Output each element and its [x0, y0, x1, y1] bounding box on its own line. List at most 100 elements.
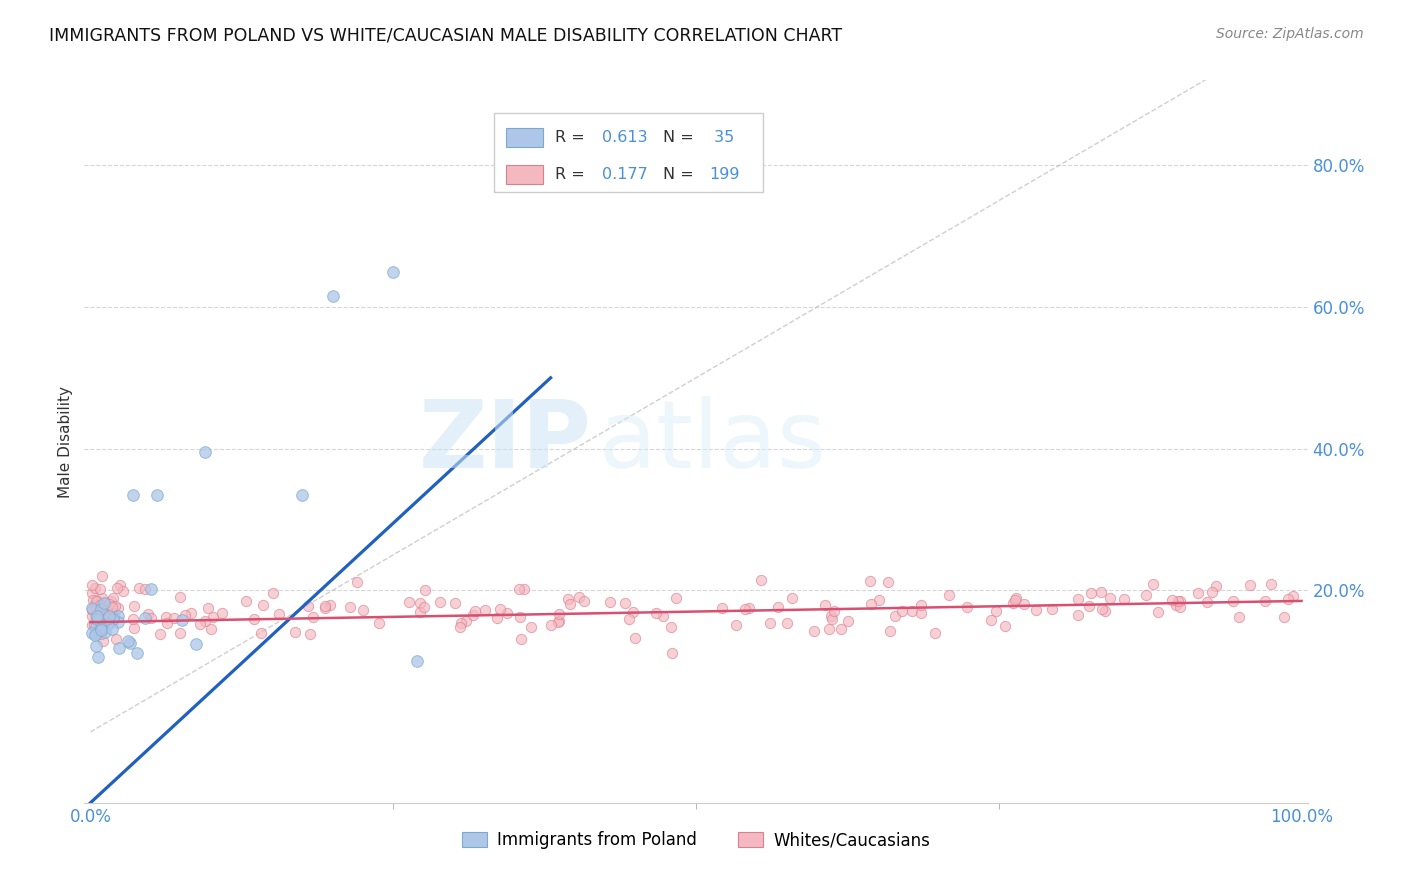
Text: ZIP: ZIP [419, 395, 592, 488]
Point [107, 608, 129, 623]
Point [180, 606, 202, 620]
Point [104, 632, 127, 647]
Point [415, 582, 437, 597]
Point [90, 569, 112, 583]
Point [557, 591, 579, 606]
Point [406, 654, 429, 668]
Point [94, 596, 117, 610]
Point [1094, 604, 1116, 618]
Point [134, 582, 156, 596]
Point [1012, 597, 1035, 611]
Point [1077, 599, 1099, 614]
Point [938, 588, 960, 602]
Point [1112, 592, 1135, 607]
Point [456, 614, 478, 628]
Point [572, 594, 595, 608]
Point [346, 574, 368, 589]
Point [780, 591, 803, 606]
Point [249, 625, 271, 640]
Point [174, 607, 197, 622]
Point [284, 624, 307, 639]
Point [1004, 593, 1026, 607]
Point [128, 581, 150, 595]
Point [599, 595, 621, 609]
Point [614, 596, 637, 610]
Point [89, 610, 111, 624]
Point [84, 581, 107, 595]
Point [876, 574, 898, 589]
Point [1067, 592, 1090, 607]
Point [90, 623, 112, 637]
Text: Source: ZipAtlas.com: Source: ZipAtlas.com [1216, 27, 1364, 41]
Point [803, 624, 825, 638]
Text: 35: 35 [710, 130, 735, 145]
Point [86, 649, 108, 664]
Point [485, 611, 508, 625]
Point [90, 605, 112, 619]
Point [1227, 609, 1250, 624]
Point [121, 488, 143, 502]
Point [90, 620, 112, 634]
Point [496, 606, 519, 620]
FancyBboxPatch shape [506, 128, 543, 147]
Point [101, 612, 124, 626]
Point [548, 607, 571, 621]
Point [108, 578, 131, 592]
Point [382, 264, 405, 278]
Point [891, 603, 914, 617]
Point [120, 635, 142, 649]
Point [186, 637, 208, 651]
Point [1135, 588, 1157, 602]
Point [169, 625, 191, 640]
Point [508, 582, 530, 596]
Text: 199: 199 [710, 167, 740, 182]
Point [814, 599, 837, 613]
Point [659, 620, 682, 634]
Point [141, 611, 163, 625]
Point [138, 607, 160, 622]
Point [90, 607, 112, 621]
Point [93, 607, 115, 622]
Point [339, 600, 361, 615]
Point [1161, 593, 1184, 607]
Point [489, 602, 512, 616]
Point [558, 598, 581, 612]
Point [141, 582, 163, 597]
Point [568, 590, 591, 604]
Point [122, 612, 145, 626]
Point [197, 601, 219, 615]
Point [170, 613, 193, 627]
Point [108, 641, 131, 656]
Point [409, 605, 432, 619]
FancyBboxPatch shape [494, 112, 763, 193]
Point [766, 599, 789, 614]
Point [235, 594, 257, 608]
Point [1195, 595, 1218, 609]
Point [87, 607, 110, 622]
Point [1201, 584, 1223, 599]
Point [80, 618, 103, 632]
Point [80, 600, 103, 615]
Point [868, 592, 890, 607]
Point [1091, 602, 1114, 616]
Point [93, 614, 115, 628]
Point [252, 598, 274, 612]
Point [156, 615, 179, 630]
Point [319, 598, 342, 612]
Point [734, 602, 756, 616]
Point [924, 626, 946, 640]
Point [711, 600, 734, 615]
Point [474, 603, 496, 617]
Point [82, 593, 104, 607]
Point [80, 603, 103, 617]
Point [87, 606, 110, 620]
Point [621, 605, 644, 619]
Point [910, 606, 932, 620]
Point [194, 614, 217, 628]
Point [86, 594, 108, 608]
Point [86, 609, 108, 624]
Point [879, 624, 901, 638]
Point [758, 616, 780, 631]
Point [409, 596, 432, 610]
Point [105, 581, 128, 595]
